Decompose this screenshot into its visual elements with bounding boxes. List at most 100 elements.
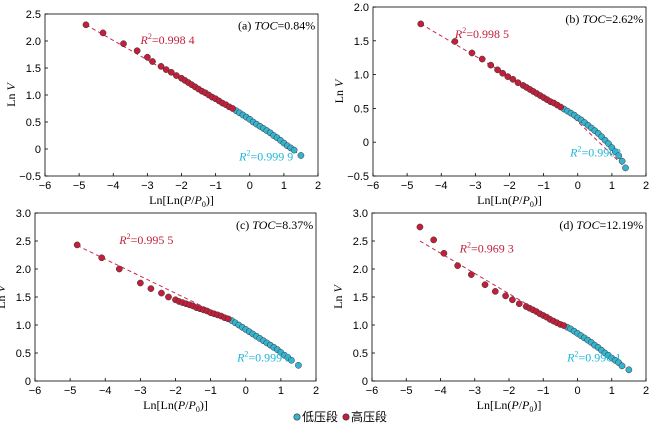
data-point-high [416, 223, 424, 231]
x-tick-label: 0 [574, 385, 580, 397]
x-tick-label: −2 [503, 385, 516, 397]
x-tick-label: 1 [609, 385, 615, 397]
y-tick-label: 0.5 [26, 117, 41, 129]
data-point-high [165, 293, 172, 301]
r2-high-label: R2=0.995 5 [118, 232, 173, 247]
r2-low-label: R2=0.999 3 [236, 349, 291, 364]
data-point-high [224, 315, 232, 323]
x-tick-label: −6 [29, 385, 42, 397]
panel-label: (d) TOC=12.19% [559, 218, 643, 232]
data-point-high [560, 322, 568, 329]
data-point-high [515, 300, 523, 308]
y-tick-label: 0 [35, 144, 41, 156]
r2-low-label: R2=0.9902 [569, 144, 621, 159]
legend-low-label: 低压段 [302, 409, 338, 424]
x-tick-label: −1 [537, 385, 550, 397]
y-tick-label: 1.0 [353, 320, 368, 332]
x-tick-label: −6 [367, 180, 380, 192]
x-tick-label: 2 [643, 180, 649, 192]
panel-a: −6 −5 −4 −3 −2 −1 0 1 2 −0.5 0 0.5 1.0 1.5 2.0 2.5 Ln[Ln… [4, 9, 321, 209]
data-point-high [504, 73, 512, 80]
data-point-high [468, 49, 476, 57]
x-tick-label: 2 [643, 385, 649, 397]
data-point-high [99, 29, 107, 37]
data-point-high [494, 66, 501, 74]
y-tick-label: 2.0 [26, 36, 41, 48]
y-tick-label: 1.5 [26, 63, 41, 75]
legend-high-marker [342, 413, 350, 421]
x-tick-label: 1 [278, 385, 284, 397]
y-tick-label: 3.0 [353, 208, 368, 220]
data-point-high [478, 55, 486, 63]
y-tick-label: 1.5 [16, 292, 31, 304]
data-point-high [481, 281, 489, 289]
panel-b: −6 −5 −4 −3 −2 −1 0 1 2 −0.5 0 0.5 1.0 1.5 2.0 Ln[Ln(P/… [332, 2, 649, 209]
data-point-high [514, 79, 522, 87]
x-tick-label: −5 [400, 385, 413, 397]
data-point-high [454, 262, 461, 269]
data-point-high [137, 279, 144, 287]
r2-low-label: R2=0.996 1 [566, 349, 621, 364]
data-point-high [144, 53, 151, 61]
data-point-high [417, 20, 425, 28]
data-point-high [157, 63, 165, 70]
r2-high-label: R2=0.998 4 [140, 32, 195, 47]
y-tick-label: 0.5 [353, 348, 368, 360]
x-tick-label: 2 [315, 180, 321, 192]
data-point-low [295, 361, 302, 369]
x-tick-label: 0 [575, 180, 581, 192]
y-tick-label: 0 [25, 376, 31, 388]
y-axis-label: Ln V [0, 284, 8, 309]
data-point-high [82, 21, 90, 29]
x-tick-label: −2 [175, 180, 188, 192]
y-tick-label: 1.0 [16, 320, 31, 332]
x-tick-label: −2 [503, 180, 516, 192]
data-point-high [430, 236, 437, 244]
x-tick-label: −1 [204, 385, 217, 397]
x-tick-label: −1 [537, 180, 550, 192]
y-tick-label: 3.0 [16, 208, 31, 220]
x-tick-label: −4 [435, 180, 448, 192]
legend: 低压段 高压段 [293, 409, 387, 424]
x-tick-label: 0 [243, 385, 249, 397]
data-point-high [467, 271, 475, 278]
y-axis-label: Ln V [332, 78, 346, 103]
data-point-high [149, 58, 156, 65]
r2-high-label: R2=0.998 5 [454, 26, 509, 41]
x-tick-label: −3 [468, 385, 481, 397]
data-point-low [622, 164, 629, 172]
data-point-low [615, 152, 623, 160]
y-axis-label: Ln V [4, 82, 18, 107]
x-tick-label: −3 [469, 180, 482, 192]
panel-label: (c) TOC=8.37% [236, 218, 313, 232]
y-tick-label: 0 [362, 376, 368, 388]
data-point-high [98, 254, 106, 262]
y-tick-label: 2.0 [354, 2, 369, 14]
legend-high-label: 高压段 [351, 409, 387, 424]
data-point-high [229, 105, 237, 112]
x-tick-label: −4 [107, 180, 120, 192]
panel-c: −6 −5 −4 −3 −2 −1 0 1 2 0 0.5 1.0 1.5 2.0 2.5 3.0 Ln[Ln(… [0, 208, 319, 414]
data-point-high [133, 47, 141, 55]
x-tick-label: −4 [99, 385, 112, 397]
panel-d: −6 −5 −4 −3 −2 −1 0 1 2 0 0.5 1.0 1.5 2.0 2.5 3.0 Ln[Ln(… [331, 208, 649, 414]
data-point-high [162, 66, 170, 73]
data-point-high [491, 288, 499, 295]
x-tick-label: −5 [73, 180, 86, 192]
x-tick-label: −5 [64, 385, 77, 397]
data-point-high [173, 72, 180, 79]
data-point-high [487, 61, 495, 69]
data-point-high [509, 75, 517, 83]
x-tick-label: −1 [209, 180, 222, 192]
y-tick-label: 2.0 [16, 264, 31, 276]
x-axis-label: Ln[Ln(P/P0)] [477, 398, 542, 414]
x-tick-label: −5 [401, 180, 414, 192]
r2-low-label: R2=0.999 9 [238, 149, 293, 164]
data-point-high [499, 69, 507, 77]
x-axis-label: Ln[Ln(P/P0)] [477, 193, 542, 209]
y-tick-label: 2.5 [26, 9, 41, 21]
y-axis-label: Ln V [331, 284, 345, 309]
data-point-high [147, 285, 155, 292]
y-tick-label: 1.0 [26, 90, 41, 102]
